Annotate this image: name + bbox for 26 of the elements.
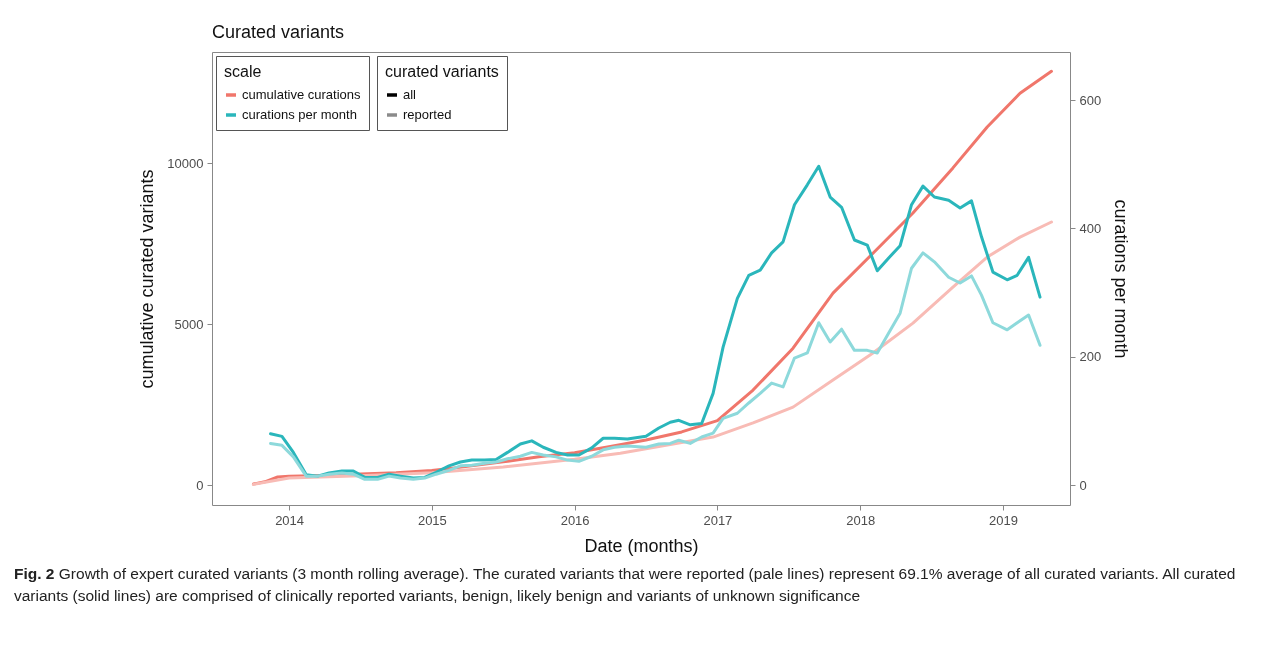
legend-label: curations per month	[242, 107, 357, 122]
y-tick-label: 0	[196, 477, 204, 493]
y-tick-label: 5000	[174, 316, 204, 332]
x-tick-label: 2014	[275, 512, 305, 528]
annotation: curated variants	[385, 63, 499, 80]
annotation: reported	[403, 107, 452, 122]
legend-label: cumulative curations	[242, 87, 361, 102]
y2-tick-label: 200	[1079, 349, 1102, 365]
y2-axis-title: curations per month	[1111, 199, 1132, 359]
y-tick-label: 10000	[167, 155, 204, 171]
x-tick-label: 2017	[703, 512, 733, 528]
y-axis-title: cumulative curated variants	[137, 169, 158, 389]
line-series	[269, 251, 1042, 481]
x-tick-label: 2015	[417, 512, 447, 528]
annotation: all	[403, 87, 417, 102]
y2-tick-label: 0	[1079, 477, 1087, 493]
y2-tick-label: 600	[1079, 92, 1102, 108]
y2-tick-label: 400	[1079, 220, 1102, 236]
line-series	[269, 164, 1042, 480]
x-tick-label: 2019	[988, 512, 1018, 528]
caption: Fig. 2 Growth of expert curated variants (3 month rolling average). The curated variants that were reported (pale lines) represent 69.1% average of all curated variants. All curated variants (solid lines) are comprised of clinically reported variants, benign, likely benign and variants of unknown significance	[14, 564, 1237, 606]
chart-title: Curated variants	[212, 22, 345, 42]
x-tick-label: 2016	[560, 512, 590, 528]
legend-title: scale	[224, 63, 262, 80]
x-tick-label: 2018	[846, 512, 876, 528]
x-axis-title: Date (months)	[584, 535, 699, 556]
